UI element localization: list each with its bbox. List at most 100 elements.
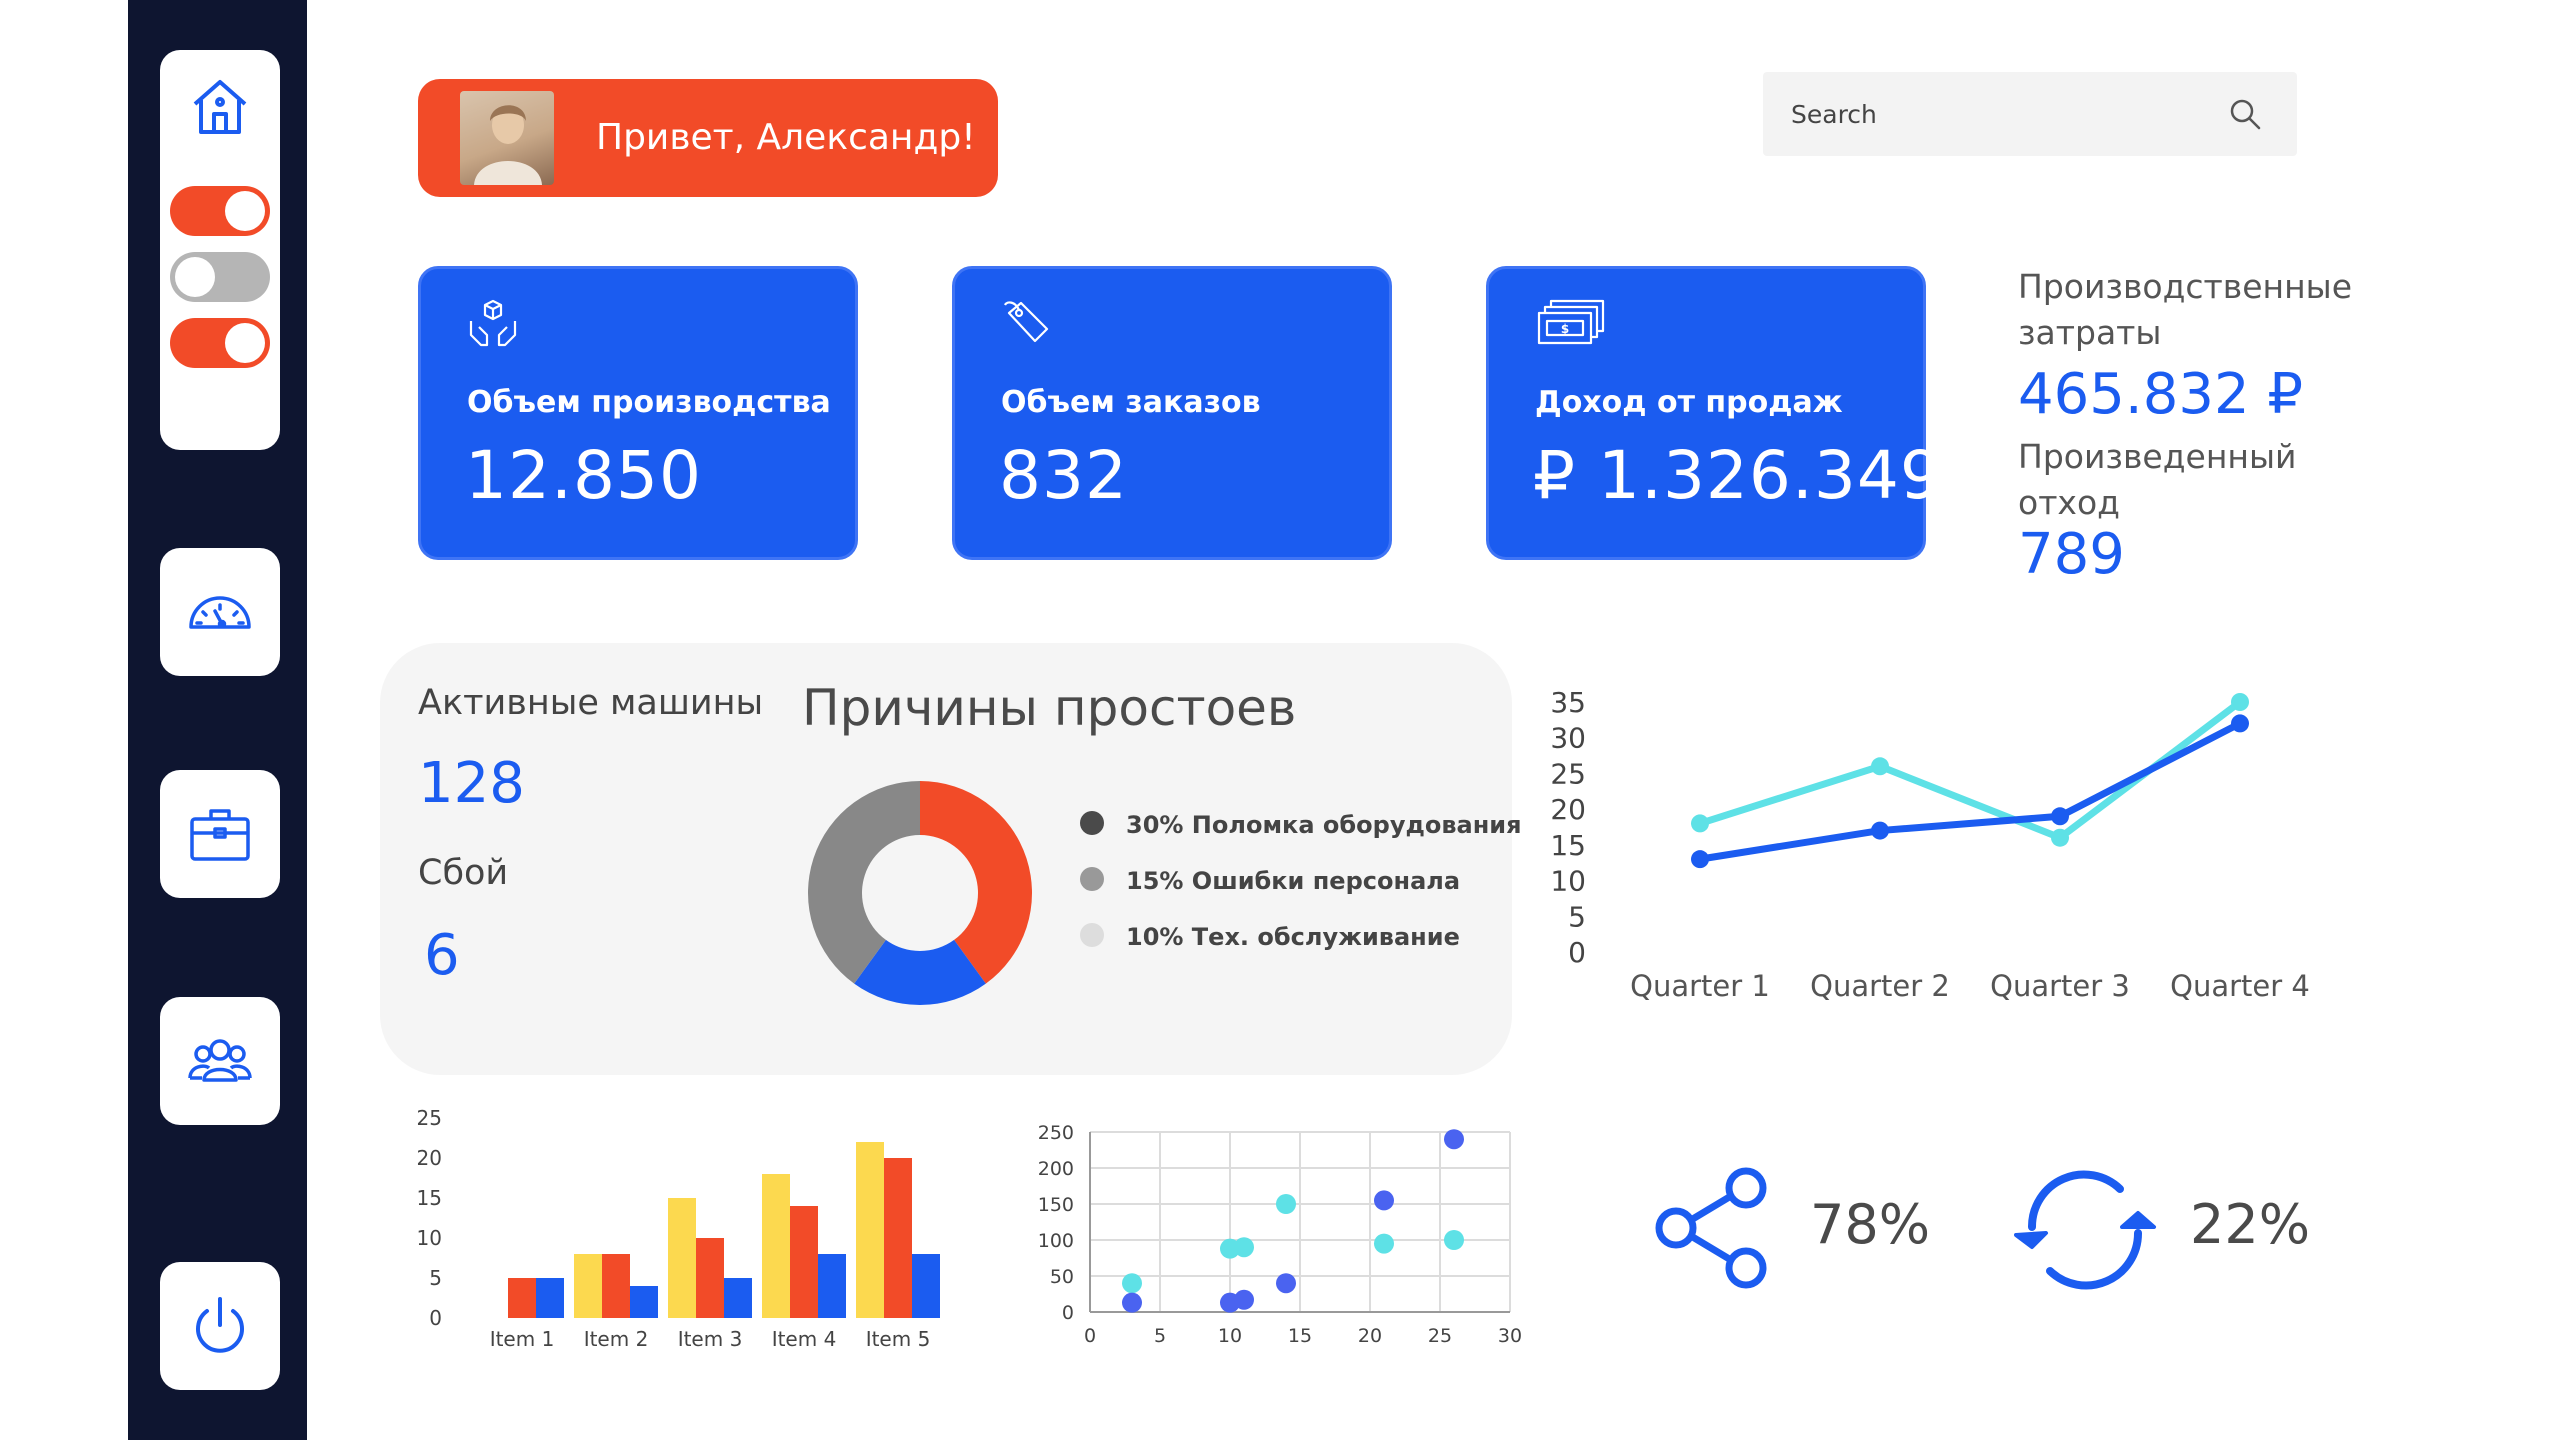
y-tick-label: 200 [1038,1158,1074,1180]
y-tick-label: 10 [1550,865,1586,898]
bar [630,1286,658,1318]
avatar-photo-icon [474,105,542,185]
x-tick-label: Item 4 [772,1327,837,1351]
search-icon[interactable] [2225,94,2265,134]
kpi-production-card[interactable]: Объем производства 12.850 [418,266,858,560]
x-tick-label: Quarter 4 [2170,969,2310,1003]
line-point [1871,821,1889,840]
x-tick-label: 30 [1498,1325,1522,1347]
kpi-label: Объем заказов [1001,385,1261,420]
x-tick-label: Quarter 2 [1810,969,1950,1003]
x-tick-label: Item 2 [584,1327,649,1351]
legend-dot [1080,867,1104,891]
y-tick-label: 35 [1550,686,1586,719]
legend-label: 15% Ошибки персонала [1126,867,1461,895]
greeting-banner: Привет, Александр! [418,79,998,197]
kpi-value: 832 [999,437,1128,514]
share-icon[interactable] [1650,1160,1780,1290]
scatter-chart: 0 5 10 15 20 25 30 0 50 100 150 200 250 [1038,1122,1522,1347]
legend-item: 30% Поломка оборудования [1080,811,1522,839]
avatar[interactable] [460,91,554,185]
line-point [1691,850,1709,869]
failure-value: 6 [424,923,460,988]
line-point [2051,828,2069,847]
scatter-point [1122,1273,1142,1294]
line-point [1691,814,1709,833]
x-tick-label: 25 [1428,1325,1452,1347]
bar [508,1278,536,1318]
toggle-1[interactable] [170,186,270,236]
toggle-2[interactable] [170,252,270,302]
kpi-orders-card[interactable]: Объем заказов 832 [952,266,1392,560]
x-tick-label: 0 [1084,1325,1096,1347]
y-tick-label: 250 [1038,1122,1074,1144]
legend-item: 10% Тех. обслуживание [1080,923,1460,951]
legend-label: 30% Поломка оборудования [1126,811,1522,839]
donut-slice [920,781,1032,984]
x-tick-label: Item 3 [678,1327,743,1351]
scatter-point [1374,1233,1394,1254]
x-tick-label: 5 [1154,1325,1166,1347]
speedometer-icon [189,596,251,629]
search-bar[interactable] [1763,72,2297,156]
refresh-value: 22% [2190,1193,2311,1256]
y-tick-label: 25 [1550,757,1586,790]
downtime-donut-chart [807,781,1032,1005]
donut-slice [807,781,920,984]
toggle-3[interactable] [170,318,270,368]
x-tick-label: Quarter 3 [1990,969,2130,1003]
tag-icon [1004,301,1049,343]
costs-label: Производственные затраты [2018,267,2353,352]
active-machines-value: 128 [418,751,525,816]
y-tick-label: 100 [1038,1230,1074,1252]
x-tick-label: Item 1 [490,1327,555,1351]
scatter-point [1276,1194,1296,1214]
costs-value: 465.832 ₽ [2018,362,2304,427]
top-card [160,50,280,450]
x-tick-label: Item 5 [866,1327,931,1351]
y-tick-label: 20 [1550,793,1586,826]
power-button[interactable] [160,1262,280,1390]
downtime-panel: Активные машины 128 Сбой 6 Причины прост… [380,643,1522,1075]
y-tick-label: 15 [417,1186,442,1210]
portfolio-button[interactable] [160,770,280,898]
refresh-icon[interactable] [2010,1165,2160,1295]
share-value: 78% [1810,1193,1931,1256]
line-point [2231,714,2249,733]
home-button[interactable] [187,74,253,144]
failure-label: Сбой [418,853,509,893]
y-tick-label: 0 [429,1306,442,1330]
y-tick-label: 25 [417,1106,442,1130]
y-tick-label: 150 [1038,1194,1074,1216]
y-tick-label: 30 [1550,722,1586,755]
bar [536,1278,564,1318]
search-input[interactable] [1791,72,2191,156]
team-button[interactable] [160,997,280,1125]
kpi-value: ₽ 1.326.349 [1533,437,1943,514]
y-tick-label: 0 [1568,936,1586,969]
bar [696,1238,724,1318]
kpi-label: Доход от продаж [1535,385,1843,420]
users-icon [188,1039,252,1082]
bar [668,1198,696,1318]
line-point [1871,757,1889,776]
y-tick-label: 0 [1062,1302,1074,1324]
y-tick-label: 20 [417,1146,442,1170]
bar [762,1174,790,1318]
bar [856,1142,884,1318]
home-icon [193,80,247,134]
scatter-point [1234,1289,1254,1310]
bar [884,1158,912,1318]
kpi-revenue-card[interactable]: $ Доход от продаж ₽ 1.326.349 [1486,266,1942,560]
line-point [2051,807,2069,826]
scatter-point [1122,1292,1142,1313]
line-point [2231,693,2249,711]
downtime-title: Причины простоев [802,679,1297,737]
waste-value: 789 [2018,522,2125,587]
dashboard-button[interactable] [160,548,280,676]
sidebar [128,0,307,1440]
bar [724,1278,752,1318]
items-bar-chart: 0 5 10 15 20 25 Item 1 Item 2 Item 3 Item 4 Item 5 [417,1106,940,1351]
briefcase-icon [190,809,250,861]
